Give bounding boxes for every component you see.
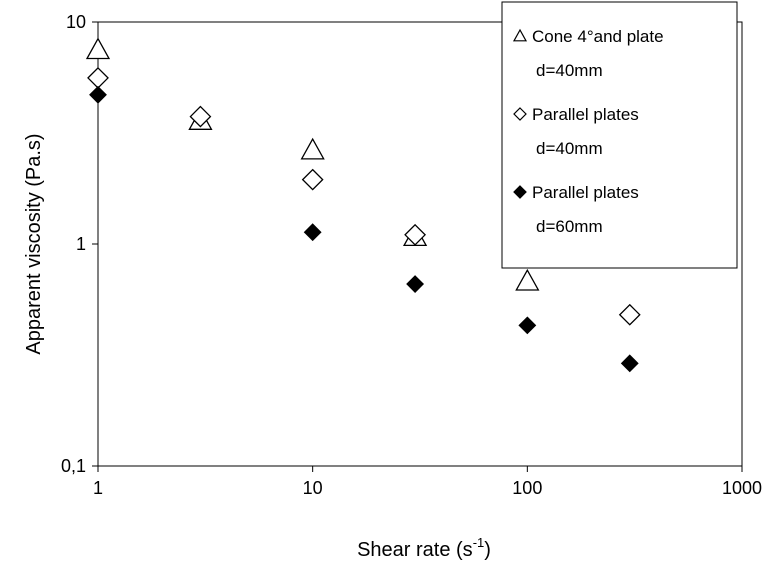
x-tick-label: 1 xyxy=(93,478,103,498)
data-point-series-3 xyxy=(303,223,322,242)
legend-label: Cone 4°and plate xyxy=(532,27,664,46)
legend-label: Parallel plates xyxy=(532,105,639,124)
data-point-series-1 xyxy=(300,137,325,160)
data-point-series-1 xyxy=(515,268,540,291)
data-point-series-1 xyxy=(85,37,111,60)
y-axis-ticks: 0,1 1 10 xyxy=(61,12,98,476)
x-axis-title-superscript: -1 xyxy=(473,535,485,550)
x-axis-ticks: 1 10 100 1000 xyxy=(93,466,762,498)
y-tick-label: 0,1 xyxy=(61,456,86,476)
legend-marker xyxy=(512,28,528,42)
legend-label: Parallel plates xyxy=(532,183,639,202)
y-tick-label: 1 xyxy=(76,234,86,254)
x-axis-title-close: ) xyxy=(484,539,491,561)
data-markers xyxy=(85,37,641,373)
legend-marker xyxy=(513,107,527,121)
legend-label: d=40mm xyxy=(536,139,603,158)
x-tick-label: 10 xyxy=(303,478,323,498)
data-point-series-2 xyxy=(618,303,641,326)
data-point-series-3 xyxy=(89,85,107,104)
data-point-series-2 xyxy=(301,168,324,191)
data-point-series-2 xyxy=(404,223,427,246)
data-point-series-2 xyxy=(189,105,212,128)
legend-marker xyxy=(513,185,527,199)
legend-box xyxy=(501,1,738,269)
data-point-series-3 xyxy=(406,275,425,293)
data-point-series-3 xyxy=(620,354,639,373)
x-axis-title: Shear rate (s-1) xyxy=(357,535,491,561)
y-axis-title: Apparent viscosity (Pa.s) xyxy=(23,133,45,354)
x-tick-label: 1000 xyxy=(722,478,762,498)
legend-label: d=40mm xyxy=(536,61,603,80)
legend-label: d=60mm xyxy=(536,217,603,236)
data-point-series-3 xyxy=(518,316,537,335)
x-axis-title-main: Shear rate (s xyxy=(357,539,473,561)
y-tick-label: 10 xyxy=(66,12,86,32)
legend: Cone 4°and plate d=40mm Parallel plates d=4… xyxy=(501,1,738,269)
legend-items: Cone 4°and plate d=40mm Parallel plates d=4… xyxy=(512,27,664,236)
x-tick-label: 100 xyxy=(512,478,542,498)
